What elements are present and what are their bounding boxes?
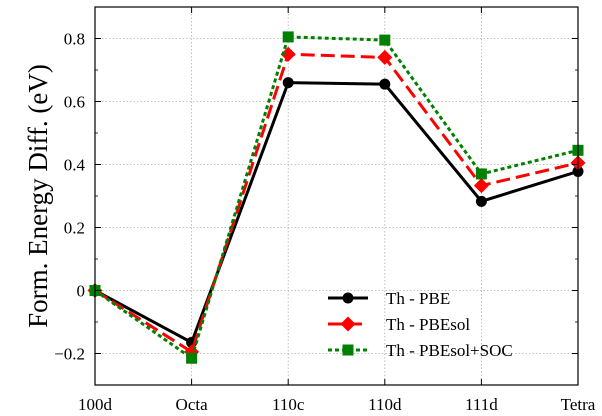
legend-entry: Th - PBE — [328, 289, 450, 308]
x-tick-label: 110c — [272, 395, 305, 414]
y-tick-label: 0.8 — [64, 30, 85, 49]
x-tick-label: 100d — [78, 395, 113, 414]
x-tick-label: Octa — [176, 395, 209, 414]
data-point — [282, 31, 294, 43]
data-point — [280, 46, 296, 62]
legend: Th - PBE Th - PBEsol Th - PBEsol+SOC — [328, 289, 513, 360]
data-point — [475, 195, 487, 207]
y-tick-label: −0.2 — [54, 345, 85, 364]
x-tick-label: 110d — [368, 395, 402, 414]
y-axis-label: Form. Energy Diff. (eV) — [23, 64, 53, 328]
series-th-pbe — [89, 77, 584, 348]
series-line — [94, 35, 579, 361]
series-th-pbesol — [87, 46, 586, 360]
data-point — [282, 77, 294, 89]
data-point — [340, 316, 356, 332]
legend-entry: Th - PBEsol — [328, 315, 470, 334]
data-point — [475, 168, 487, 180]
data-point — [379, 78, 391, 90]
data-point — [379, 34, 391, 46]
x-tick-label: Tetra — [561, 395, 596, 414]
y-tick-label: 0.2 — [64, 219, 85, 238]
legend-entry: Th - PBEsol+SOC — [328, 341, 513, 360]
legend-label: Th - PBEsol — [386, 315, 470, 334]
data-point — [342, 344, 354, 356]
data-point — [186, 352, 198, 364]
y-tick-label: 0.4 — [64, 156, 86, 175]
data-point — [342, 292, 354, 304]
legend-label: Th - PBE — [386, 289, 450, 308]
data-point — [473, 178, 489, 194]
data-point — [377, 49, 393, 65]
y-tick-label: 0 — [77, 282, 86, 301]
axis-ticks: 100d Octa 110c 110d 111d Tetra −0.2 0 0.2 0.4 0.6 0… — [54, 6, 596, 414]
y-tick-label: 0.6 — [64, 93, 85, 112]
legend-label: Th - PBEsol+SOC — [386, 341, 513, 360]
series-th-pbesol-soc — [89, 31, 584, 364]
series-line — [94, 81, 579, 345]
x-tick-label: 111d — [465, 395, 498, 414]
series-line — [94, 52, 579, 355]
series-group — [87, 31, 586, 364]
